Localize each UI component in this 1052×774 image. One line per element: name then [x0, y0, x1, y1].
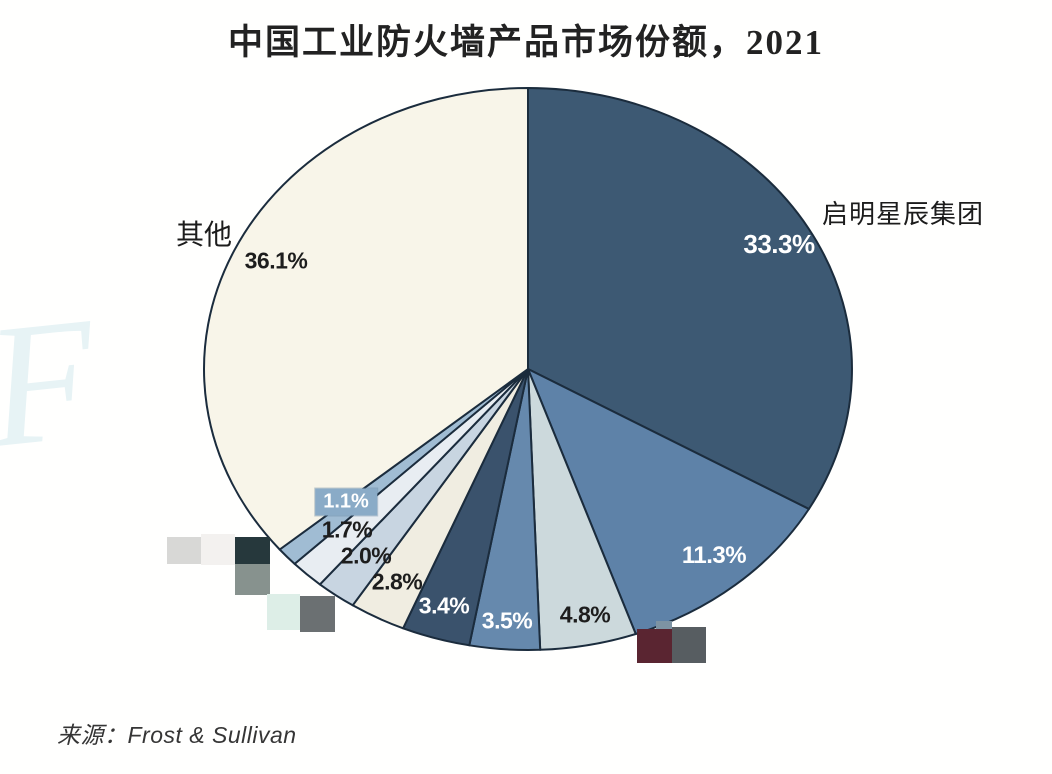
- pie-slice-0: [527, 87, 853, 510]
- slice-label-1-7: 1.7%: [321, 516, 373, 543]
- slice-label-2-8: 2.8%: [371, 568, 423, 595]
- slice-label-36-1: 36.1%: [244, 247, 308, 274]
- slice-label-2-0: 2.0%: [340, 542, 392, 569]
- redaction-block: [637, 629, 672, 663]
- slice-label-1-1: 1.1%: [315, 488, 377, 516]
- redaction-block: [235, 564, 270, 595]
- slice-label-3-4: 3.4%: [418, 592, 470, 619]
- source-line: 来源：Frost & Sullivan: [57, 722, 297, 748]
- redaction-block: [167, 537, 201, 564]
- redaction-block: [656, 621, 672, 632]
- slice-label-4-8: 4.8%: [559, 601, 611, 628]
- pie-slice-1: [527, 368, 810, 635]
- redaction-block: [201, 534, 235, 565]
- slice-label-33-3: 33.3%: [743, 229, 815, 259]
- slice-label-11-3: 11.3%: [681, 542, 747, 569]
- chart-title: 中国工业防火墙产品市场份额，2021: [227, 23, 824, 62]
- pie-slice-9: [203, 87, 529, 551]
- slice-label-3-5: 3.5%: [481, 607, 533, 634]
- redaction-block: [267, 594, 300, 630]
- slice-name-qita: 其他: [175, 220, 233, 251]
- redaction-block: [235, 537, 270, 564]
- slice-name-qiminxingchen: 启明星辰集团: [822, 200, 985, 229]
- redaction-block: [300, 596, 335, 632]
- redaction-block: [672, 627, 706, 663]
